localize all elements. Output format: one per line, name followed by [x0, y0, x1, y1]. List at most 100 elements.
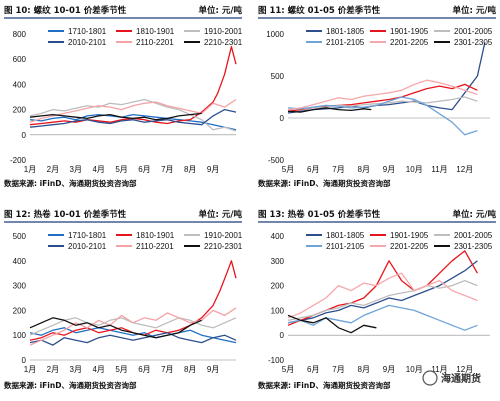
series-line — [29, 98, 237, 132]
legend-label: 2201-2205 — [390, 38, 429, 47]
legend-label: 2110-2201 — [136, 38, 174, 47]
x-tick-label: 1月 — [24, 365, 36, 374]
y-tick-label: 500 — [13, 232, 27, 241]
unit-label: 单位: 元/吨 — [453, 5, 497, 16]
legend-label: 2301-2305 — [454, 38, 493, 47]
y-tick-label: -200 — [10, 156, 27, 165]
panel-hrc-01-05: 图 13: 热卷 01-05 价差季节性 单位: 元/吨 400 300 200 10… — [258, 209, 496, 390]
legend-label: 1901-1905 — [390, 27, 429, 36]
x-tick-label: 6月 — [138, 165, 150, 174]
x-tick-label: 10月 — [406, 165, 423, 174]
y-tick-label: -500 — [268, 156, 285, 165]
legend-label: 2201-2205 — [390, 242, 429, 251]
unit-label: 单位: 元/吨 — [453, 209, 497, 220]
y-tick-label: 400 — [13, 257, 27, 266]
x-tick-label: 5月 — [115, 365, 127, 374]
x-tick-label: 4月 — [92, 365, 104, 374]
y-tick-label: 300 — [271, 257, 285, 266]
x-tick-label: 6月 — [307, 165, 319, 174]
y-tick-label: 200 — [13, 106, 27, 115]
panel-title: 图 10: 螺纹 10-01 价差季节性 — [4, 5, 127, 16]
legend-label: 2301-2305 — [454, 242, 493, 251]
x-tick-label: 12月 — [456, 365, 473, 374]
panel-title: 图 12: 热卷 10-01 价差季节性 — [4, 209, 127, 220]
x-tick-label: 9月 — [383, 165, 395, 174]
x-tick-label: 7月 — [161, 165, 173, 174]
x-tick-label: 7月 — [161, 365, 173, 374]
y-tick-label: 100 — [271, 306, 285, 315]
y-tick-label: 1000 — [266, 30, 284, 39]
series-line — [287, 272, 478, 319]
y-tick-label: 500 — [271, 72, 285, 81]
y-tick-label: 600 — [13, 55, 27, 64]
watermark-logo-icon — [422, 370, 438, 386]
series-line — [29, 108, 237, 128]
x-tick-label: 4月 — [92, 165, 104, 174]
x-tick-label: 11月 — [431, 365, 447, 374]
x-tick-label: 9月 — [207, 365, 219, 374]
x-tick-label: 9月 — [383, 365, 395, 374]
unit-label: 单位: 元/吨 — [199, 5, 243, 16]
legend-label: 2210-2301 — [204, 242, 243, 251]
series-line — [287, 107, 372, 113]
series-line — [29, 113, 237, 131]
y-tick-label: 200 — [271, 282, 285, 291]
x-tick-label: 8月 — [358, 165, 370, 174]
legend-label: 1910-2001 — [204, 231, 243, 240]
legend-label: 2001-2005 — [454, 27, 493, 36]
y-tick-label: 0 — [280, 331, 285, 340]
source-note: 数据来源: iFinD、海通期货投资咨询部 — [4, 380, 137, 390]
legend-label: 1810-1901 — [136, 231, 175, 240]
series-line — [29, 317, 202, 339]
x-tick-label: 2月 — [47, 365, 59, 374]
x-tick-label: 8月 — [358, 365, 370, 374]
x-tick-label: 10月 — [406, 365, 423, 374]
x-tick-label: 3月 — [70, 365, 82, 374]
y-tick-label: -100 — [268, 356, 285, 365]
legend-label: 2010-2101 — [68, 242, 107, 251]
x-tick-label: 7月 — [332, 165, 344, 174]
legend-label: 1801-1805 — [326, 27, 365, 36]
legend-label: 1910-2001 — [204, 27, 243, 36]
y-tick-label: 400 — [271, 232, 285, 241]
x-tick-label: 2月 — [47, 165, 59, 174]
y-tick-label: 400 — [13, 80, 27, 89]
x-tick-label: 5月 — [282, 365, 294, 374]
legend-label: 2101-2105 — [326, 38, 365, 47]
watermark: 海通期货 — [422, 370, 481, 386]
plot-area: 500 400 300 200 100 01月 2月 3月 4月 5月 6月 7月 8月 9月 1710-1… — [13, 231, 243, 374]
x-tick-label: 6月 — [307, 365, 319, 374]
y-tick-label: 0 — [22, 356, 27, 365]
series-line — [29, 327, 237, 344]
panel-title: 图 13: 热卷 01-05 价差季节性 — [258, 209, 381, 220]
series-line — [287, 260, 478, 324]
legend-label: 2110-2201 — [136, 242, 174, 251]
series-line — [287, 79, 478, 111]
unit-label: 单位: 元/吨 — [199, 209, 243, 220]
panel-rebar-01-05: 图 11: 螺纹 01-05 价差季节性 单位: 元/吨 1000 500 0 -50… — [258, 5, 496, 188]
legend-label: 2010-2101 — [68, 38, 107, 47]
source-note: 数据来源: iFinD、海通期货投资咨询部 — [4, 178, 137, 188]
legend-label: 1801-1805 — [326, 231, 365, 240]
legend-label: 1810-1901 — [136, 27, 175, 36]
x-tick-label: 9月 — [207, 165, 219, 174]
legend-label: 1710-1801 — [68, 27, 107, 36]
panel-rebar-10-01: 图 10: 螺纹 10-01 价差季节性 单位: 元/吨 800 600 400 20… — [4, 5, 243, 188]
x-tick-label: 5月 — [115, 165, 127, 174]
panel-hrc-10-01: 图 12: 热卷 10-01 价差季节性 单位: 元/吨 500 400 300 20… — [4, 209, 243, 390]
x-tick-label: 8月 — [184, 165, 196, 174]
source-note: 数据来源: iFinD、海通期货投资咨询部 — [258, 380, 391, 390]
y-tick-label: 200 — [13, 306, 27, 315]
x-tick-label: 1月 — [24, 165, 36, 174]
series-line — [29, 45, 237, 126]
series-line — [29, 332, 237, 346]
legend-label: 1710-1801 — [68, 231, 107, 240]
legend-label: 2101-2105 — [326, 242, 365, 251]
x-tick-label: 11月 — [431, 165, 447, 174]
panel-title: 图 11: 螺纹 01-05 价差季节性 — [258, 5, 381, 16]
legend-label: 2001-2005 — [454, 231, 493, 240]
